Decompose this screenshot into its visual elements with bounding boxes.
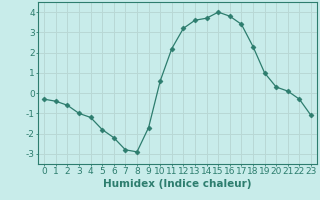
- X-axis label: Humidex (Indice chaleur): Humidex (Indice chaleur): [103, 179, 252, 189]
